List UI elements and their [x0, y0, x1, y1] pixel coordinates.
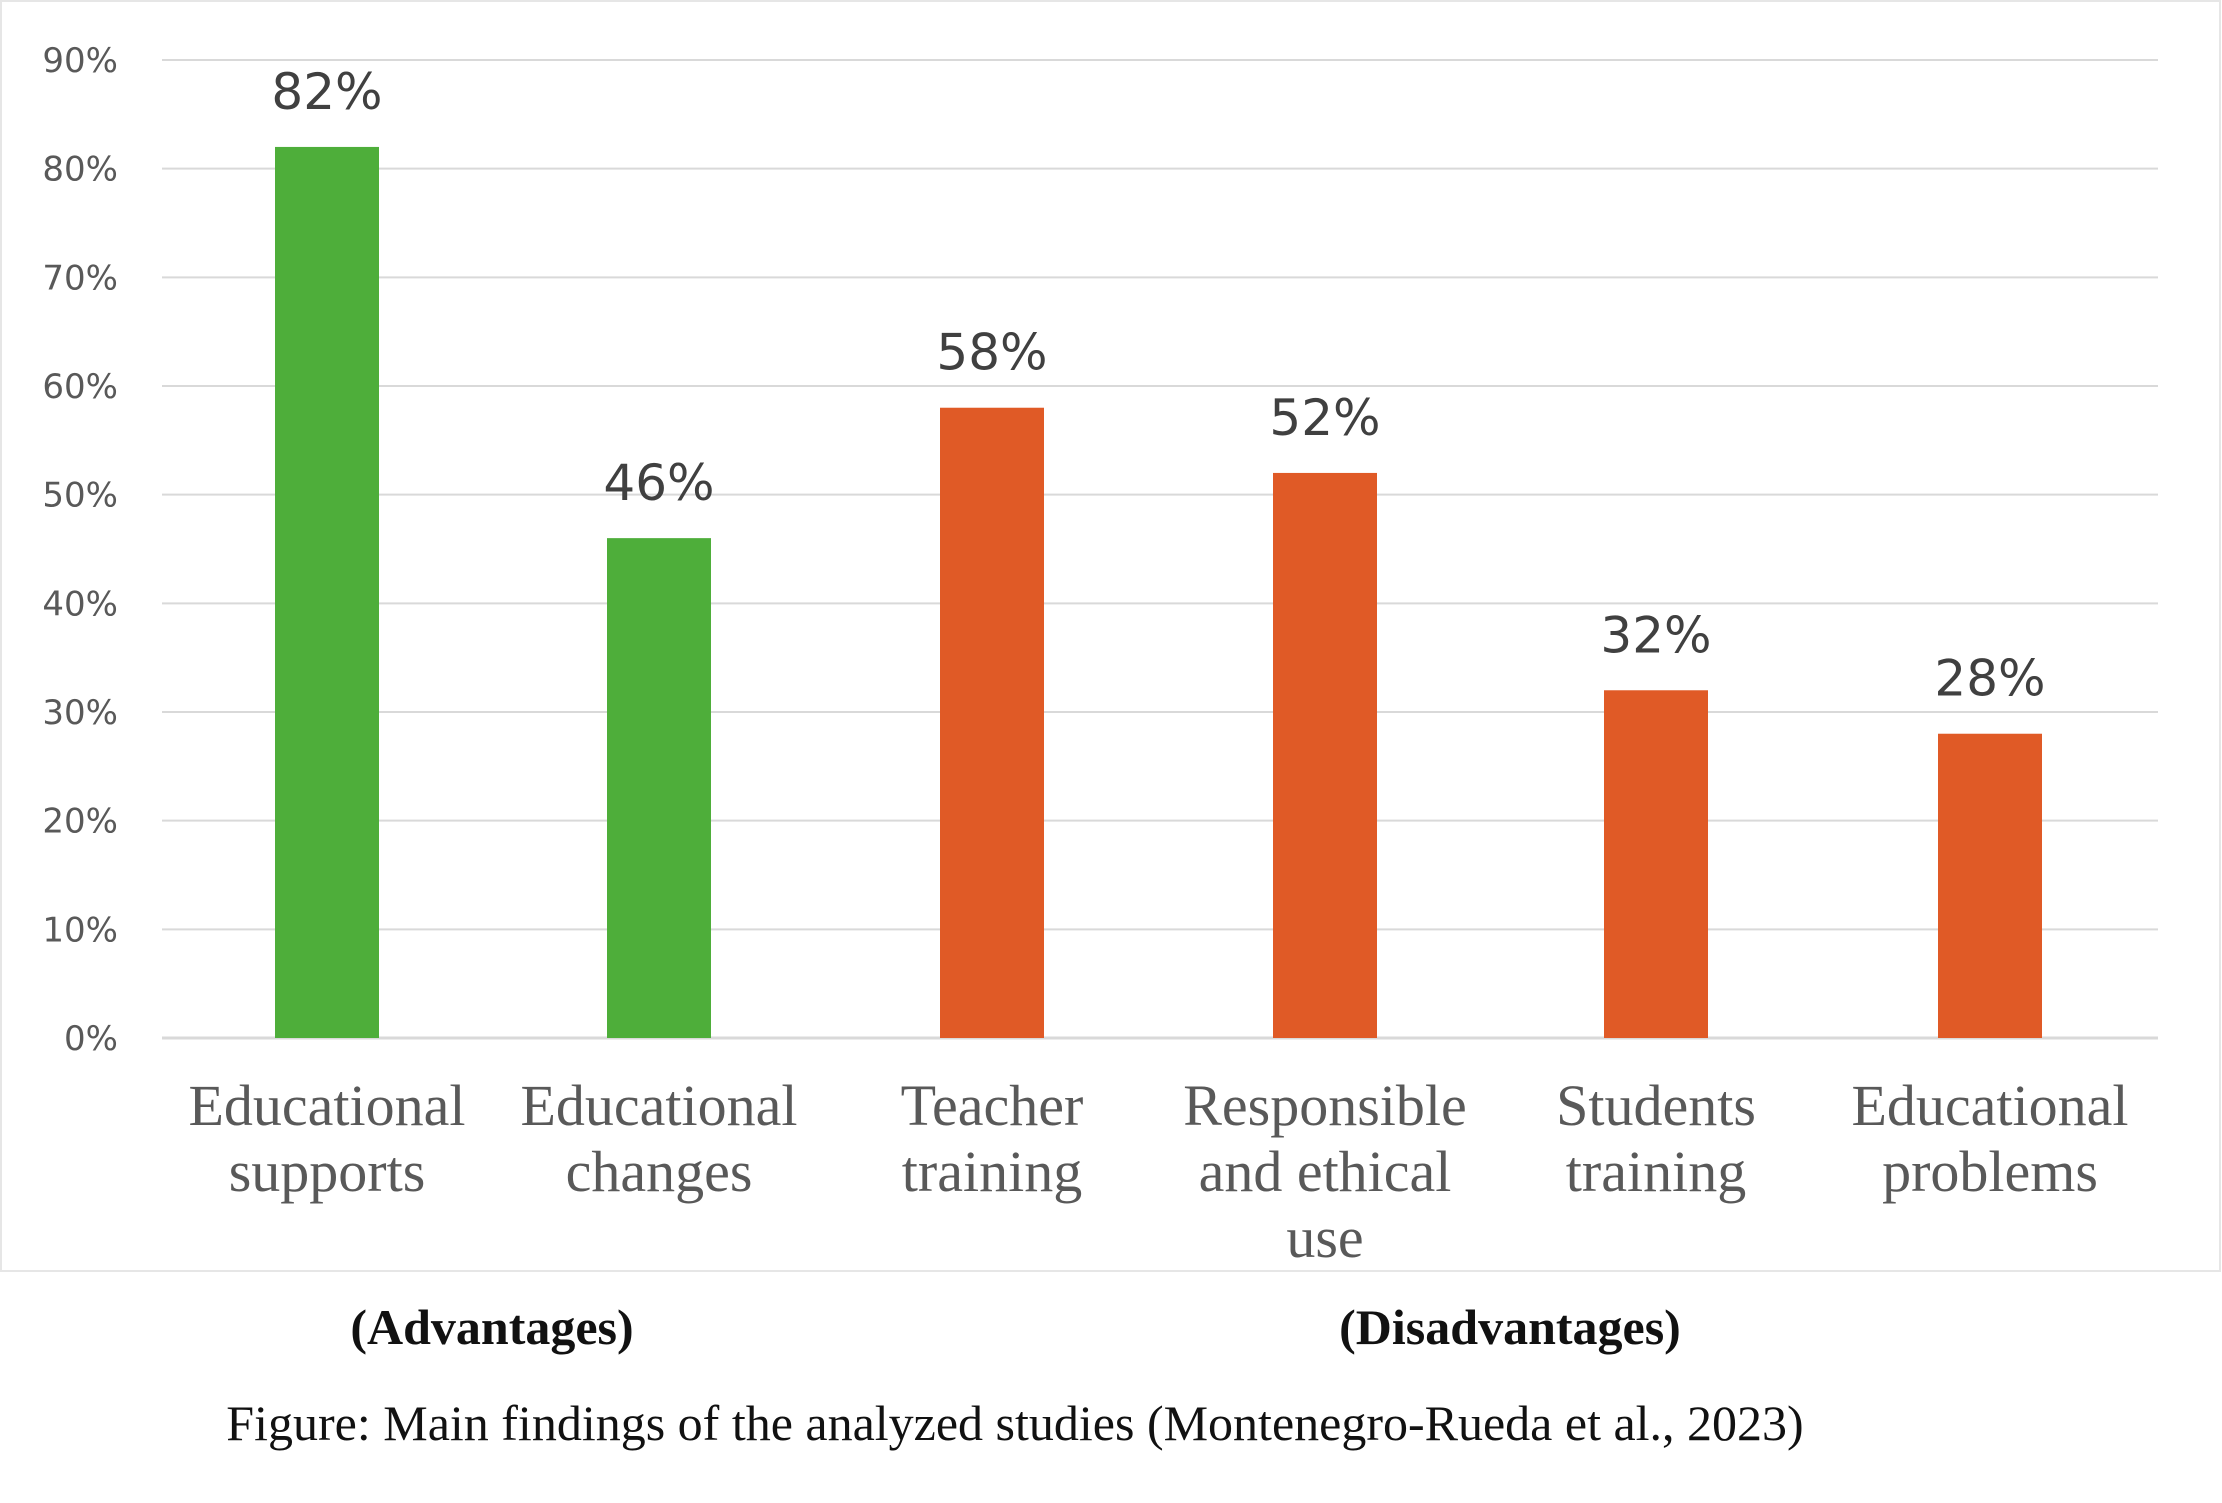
y-tick-label: 10% — [42, 910, 118, 950]
category-label: training — [902, 1139, 1082, 1204]
figure-caption: Figure: Main findings of the analyzed st… — [226, 1395, 1803, 1451]
category-label: supports — [229, 1139, 426, 1204]
y-tick-label: 20% — [42, 802, 118, 842]
bar — [275, 146, 379, 1038]
category-label: Educational — [188, 1073, 465, 1138]
group-label: (Disadvantages) — [1339, 1299, 1681, 1355]
bar — [1273, 472, 1377, 1038]
data-label: 46% — [603, 454, 714, 512]
data-label: 52% — [1269, 389, 1380, 447]
bar — [607, 538, 711, 1038]
y-tick-label: 70% — [42, 258, 118, 298]
data-label: 32% — [1600, 606, 1711, 664]
group-labels: (Advantages) (Disadvantages) — [350, 1299, 1681, 1355]
bar — [1938, 733, 2042, 1038]
y-tick-label: 0% — [64, 1019, 118, 1059]
chart-border — [0, 0, 2221, 1272]
bars — [275, 146, 2042, 1038]
category-label: and ethical — [1199, 1139, 1452, 1204]
category-label: Educational — [1851, 1073, 2128, 1138]
y-tick-label: 60% — [42, 367, 118, 407]
category-label: Students — [1556, 1073, 1756, 1138]
category-label: Educational — [520, 1073, 797, 1138]
y-tick-label: 50% — [42, 476, 118, 516]
data-label: 28% — [1934, 650, 2045, 708]
data-labels: 82% 46% 58% 52% 32% 28% — [271, 63, 2045, 708]
category-label: changes — [566, 1139, 753, 1204]
group-label: (Advantages) — [350, 1299, 633, 1355]
bar — [940, 407, 1044, 1038]
category-label: Teacher — [901, 1073, 1084, 1138]
bar — [1604, 690, 1708, 1038]
y-tick-label: 30% — [42, 693, 118, 733]
category-label: Responsible — [1183, 1073, 1467, 1138]
y-tick-label: 90% — [42, 41, 118, 81]
category-label: use — [1286, 1205, 1363, 1270]
category-label: problems — [1882, 1139, 2098, 1204]
x-axis-categories: EducationalsupportsEducationalchangesTea… — [188, 1073, 2128, 1270]
y-tick-label: 80% — [42, 150, 118, 190]
gridlines — [162, 59, 2158, 1040]
y-tick-label: 40% — [42, 584, 118, 624]
y-axis-ticks: 0% 10% 20% 30% 40% 50% 60% 70% 80% 90% — [42, 41, 118, 1059]
category-label: training — [1566, 1139, 1746, 1204]
data-label: 58% — [936, 324, 1047, 382]
data-label: 82% — [271, 63, 382, 121]
